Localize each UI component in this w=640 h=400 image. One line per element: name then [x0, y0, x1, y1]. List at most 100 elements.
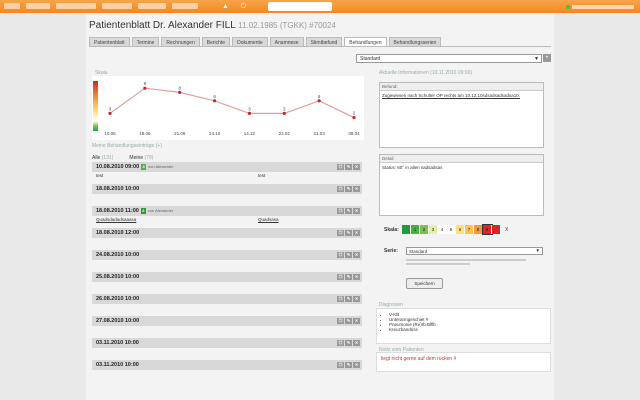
edit-icon[interactable]: ✎ — [345, 252, 352, 258]
scale-cell[interactable]: 3 — [429, 225, 438, 234]
delete-icon[interactable]: ✕ — [353, 362, 360, 368]
data-point[interactable] — [178, 90, 182, 94]
filter-all[interactable]: Alle (131) — [92, 155, 113, 161]
delete-icon[interactable]: ✕ — [353, 274, 360, 280]
copy-icon[interactable]: ❐ — [337, 230, 344, 236]
notes-heading: Notiz vom Patienten — [379, 347, 424, 353]
data-point[interactable] — [212, 99, 217, 103]
top-menu-item[interactable] — [102, 3, 132, 9]
copy-icon[interactable]: ❐ — [337, 274, 344, 280]
delete-icon[interactable]: ✕ — [353, 208, 360, 214]
diagnoses-box: V-KB Unterarmgeschiet # Pneumonie (Re)rb… — [376, 308, 551, 344]
tab-rechnungen[interactable]: Rechnungen — [161, 37, 200, 46]
tab-dokumente[interactable]: Dokumente — [232, 37, 268, 46]
edit-icon[interactable]: ✎ — [345, 208, 352, 214]
data-label: 3 — [109, 106, 112, 111]
entries-heading[interactable]: Meine Behandlungseinträge (+) — [92, 143, 162, 149]
scale-cell[interactable]: 6 — [456, 225, 465, 234]
entry-header[interactable]: 10.08.2010 09:00 3 von Alexander ❐ ✎ ✕ — [92, 162, 362, 172]
save-button[interactable]: Speichern — [406, 278, 443, 289]
top-menu-item[interactable] — [56, 3, 96, 9]
scale-cell[interactable]: 1 — [411, 225, 420, 234]
top-menu-item[interactable] — [4, 3, 20, 9]
filter-mine-label: Meine — [129, 155, 144, 161]
scale-cell[interactable] — [492, 225, 501, 234]
tab-anamnese[interactable]: Anamnese — [269, 37, 304, 46]
entry-date: 18.08.2010 10:00 — [96, 186, 140, 192]
data-point[interactable] — [352, 116, 356, 120]
copy-icon[interactable]: ❐ — [337, 208, 344, 214]
befund-field[interactable]: Befund: Zugewiesen nach Schulter OP rech… — [379, 82, 544, 148]
copy-icon[interactable]: ❐ — [337, 362, 344, 368]
add-series-button[interactable]: + — [543, 54, 551, 62]
tab-stimtbefund[interactable]: Stimtbefund — [305, 37, 343, 46]
copy-icon[interactable]: ❐ — [337, 186, 344, 192]
edit-icon[interactable]: ✎ — [345, 296, 352, 302]
top-search-input[interactable] — [268, 2, 332, 11]
entry-date: 18.08.2010 12:00 — [96, 230, 140, 236]
data-point[interactable] — [317, 99, 321, 103]
delete-icon[interactable]: ✕ — [353, 252, 360, 258]
entry-header[interactable]: 03.11.2010 10:00 ❐ ✎ ✕ — [92, 338, 362, 348]
top-menu-item[interactable] — [138, 3, 166, 9]
delete-icon[interactable]: ✕ — [353, 164, 360, 170]
scale-cell[interactable]: 4 — [438, 225, 447, 234]
data-label: 2 — [353, 111, 356, 116]
edit-icon[interactable]: ✎ — [345, 362, 352, 368]
copy-icon[interactable]: ❐ — [337, 296, 344, 302]
serie-select[interactable]: Standard ▼ — [406, 247, 543, 255]
entry-date: 25.08.2010 10:00 — [96, 274, 140, 280]
x-tick-label: 18.06 — [139, 131, 151, 136]
edit-icon[interactable]: ✎ — [345, 274, 352, 280]
delete-icon[interactable]: ✕ — [353, 230, 360, 236]
entry-header[interactable]: 18.08.2010 11:00 2 von Alexander ❐ ✎ ✕ — [92, 206, 362, 216]
entry-header[interactable]: 26.08.2010 10:00 ❐ ✎ ✕ — [92, 294, 362, 304]
scale-cell[interactable]: 9 — [482, 224, 493, 235]
scale-cell[interactable]: 2 — [420, 225, 429, 234]
edit-icon[interactable]: ✎ — [345, 230, 352, 236]
edit-icon[interactable]: ✎ — [345, 186, 352, 192]
scale-cell[interactable]: 5 — [447, 225, 456, 234]
scale-cell[interactable]: 8 — [474, 225, 483, 234]
tab-berichte[interactable]: Berichte — [201, 37, 231, 46]
entry-date: 26.08.2010 10:00 — [96, 296, 140, 302]
top-menu-item[interactable] — [26, 3, 50, 9]
delete-icon[interactable]: ✕ — [353, 318, 360, 324]
edit-icon[interactable]: ✎ — [345, 164, 352, 170]
data-point[interactable] — [143, 86, 147, 90]
copy-icon[interactable]: ❐ — [337, 252, 344, 258]
entry-header[interactable]: 18.08.2010 10:00 ❐ ✎ ✕ — [92, 184, 362, 194]
data-point[interactable] — [108, 111, 112, 115]
copy-icon[interactable]: ❐ — [337, 340, 344, 346]
delete-icon[interactable]: ✕ — [353, 340, 360, 346]
entry-actions: ❐ ✎ ✕ — [337, 296, 360, 302]
tab-behandlungen[interactable]: Behandlungen — [344, 37, 387, 46]
filter-mine[interactable]: Meine (79) — [129, 155, 153, 161]
tab-patientenblatt[interactable]: Patientenblatt — [89, 37, 130, 46]
entry-header[interactable]: 03.11.2010 10:00 ❐ ✎ ✕ — [92, 360, 362, 370]
scale-cell[interactable]: 7 — [465, 225, 474, 234]
power-icon[interactable]: ⏻ — [240, 3, 247, 10]
series-select[interactable]: Standard ▼ — [356, 54, 542, 63]
delete-icon[interactable]: ✕ — [353, 186, 360, 192]
edit-icon[interactable]: ✎ — [345, 340, 352, 346]
data-point[interactable] — [282, 111, 286, 115]
entry-header[interactable]: 18.08.2010 12:00 ❐ ✎ ✕ — [92, 228, 362, 238]
scale-cell[interactable] — [402, 225, 411, 234]
delete-icon[interactable]: ✕ — [353, 296, 360, 302]
scale-clear-button[interactable]: X — [505, 226, 509, 233]
tab-termine[interactable]: Termine — [131, 37, 160, 46]
data-point[interactable] — [247, 111, 252, 115]
entry-text-right: test — [258, 173, 266, 178]
tab-behandlungsserien[interactable]: Behandlungsserien — [388, 37, 442, 46]
copy-icon[interactable]: ❐ — [337, 318, 344, 324]
top-menu-item[interactable] — [172, 3, 198, 9]
entry-author: von Alexander — [147, 208, 174, 213]
warning-icon[interactable]: ▲ — [222, 3, 229, 10]
detail-field[interactable]: Detail Status: 60° in allen sadsadsas — [379, 154, 544, 216]
copy-icon[interactable]: ❐ — [337, 164, 344, 170]
entry-header[interactable]: 24.08.2010 10:00 ❐ ✎ ✕ — [92, 250, 362, 260]
entry-header[interactable]: 27.08.2010 10:00 ❐ ✎ ✕ — [92, 316, 362, 326]
entry-header[interactable]: 25.08.2010 10:00 ❐ ✎ ✕ — [92, 272, 362, 282]
edit-icon[interactable]: ✎ — [345, 318, 352, 324]
